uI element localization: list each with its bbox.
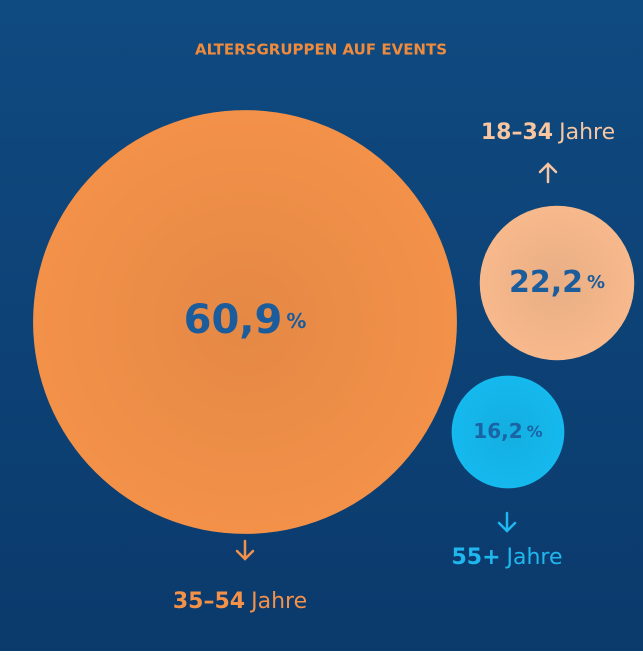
category: 18–34 <box>481 120 553 145</box>
value-label: 60,9% <box>184 297 307 343</box>
value-label: 22,2% <box>509 265 605 300</box>
category-label: 18–34 Jahre <box>481 120 615 145</box>
arrow <box>497 511 517 533</box>
value: 16,2 <box>473 419 522 443</box>
unit: % <box>286 309 306 333</box>
category: 55+ <box>451 545 500 570</box>
bubble-shade <box>451 375 565 489</box>
unit: % <box>587 272 605 293</box>
value: 22,2 <box>509 265 583 300</box>
category-suffix: Jahre <box>557 120 615 145</box>
category-label: 55+ Jahre <box>451 545 562 570</box>
value-label: 16,2% <box>473 419 542 443</box>
value: 60,9 <box>184 297 283 343</box>
arrow <box>235 539 255 561</box>
category-suffix: Jahre <box>249 589 307 614</box>
arrow <box>538 162 558 184</box>
chart-title: ALTERSGRUPPEN AUF EVENTS <box>195 41 447 59</box>
bubble-shade <box>479 205 635 361</box>
category-label: 35–54 Jahre <box>173 589 307 614</box>
unit: % <box>527 422 543 441</box>
category: 35–54 <box>173 589 245 614</box>
category-suffix: Jahre <box>505 545 563 570</box>
bubble-shade <box>33 110 457 534</box>
